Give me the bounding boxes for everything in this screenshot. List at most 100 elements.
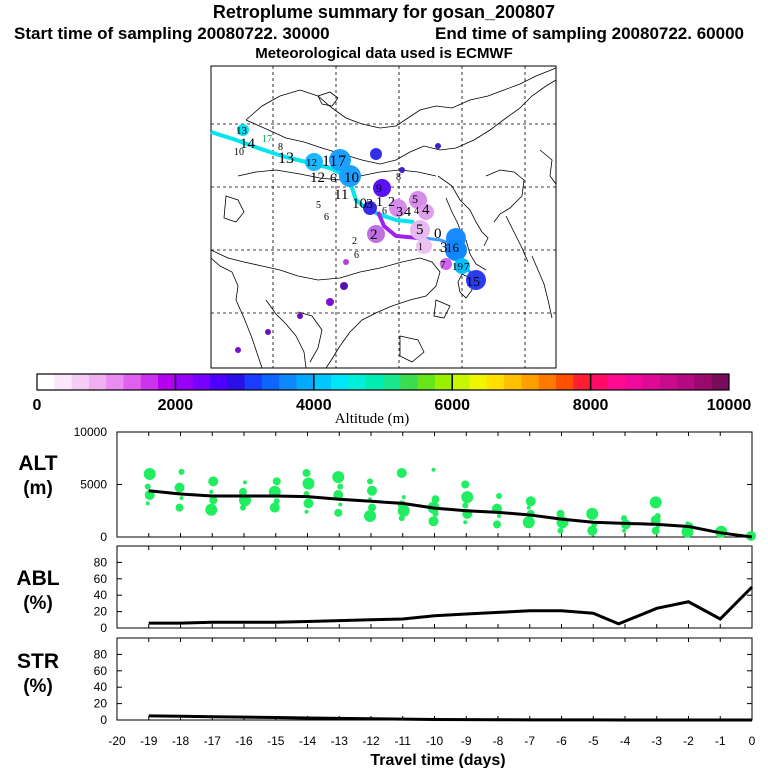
- x-tick-label: -16: [235, 734, 253, 748]
- altitude-scatter-point: [431, 467, 436, 472]
- x-tick-label: -15: [267, 734, 285, 748]
- altitude-scatter-point: [332, 471, 345, 484]
- altitude-scatter-point: [303, 498, 314, 509]
- panel-unit-label: (%): [23, 676, 53, 697]
- trajectory-label: 3: [440, 240, 448, 256]
- altitude-scatter-point: [178, 468, 185, 475]
- plume-cluster: [340, 282, 348, 290]
- plume-cluster: [363, 201, 377, 215]
- colorbar-cell: [417, 374, 436, 390]
- x-tick-label: -19: [140, 734, 158, 748]
- altitude-scatter-point: [209, 489, 214, 494]
- series-line-str: [148, 714, 752, 722]
- x-tick-label: -6: [556, 734, 567, 748]
- altitude-scatter-point: [174, 482, 185, 493]
- colorbar-cell: [54, 374, 72, 390]
- altitude-scatter-point: [179, 496, 184, 501]
- colorbar-cell: [573, 374, 591, 390]
- trajectory-label: 1: [418, 242, 423, 253]
- colorbar-cell: [642, 374, 661, 390]
- colorbar-cell: [261, 374, 280, 390]
- colorbar-tick-label: 6000: [434, 397, 470, 414]
- colorbar-cell: [227, 374, 245, 390]
- plume-cluster: [297, 313, 303, 319]
- colorbar-cell: [123, 374, 142, 390]
- trajectory-label: 7: [440, 259, 446, 271]
- map-gridlines: [211, 66, 556, 368]
- colorbar-cell: [521, 374, 540, 390]
- altitude-scatter-point: [143, 468, 156, 480]
- colorbar-cell: [677, 374, 695, 390]
- x-tick-label: -9: [461, 734, 472, 748]
- altitude-scatter-point: [621, 515, 627, 522]
- map-panel: 13 14 17 8 10 13 12 11 7 12 6 10 11 10 9…: [210, 65, 557, 369]
- colorbar: 0 2000 4000 6000 8000 10000 Altitude (m): [33, 373, 751, 427]
- trajectory-label: 17: [262, 134, 272, 145]
- altitude-scatter-point: [461, 480, 470, 489]
- colorbar-cell: [106, 374, 124, 390]
- colorbar-cell: [486, 374, 505, 390]
- altitude-scatter-point: [334, 508, 343, 517]
- trajectory-label: 8: [278, 142, 283, 153]
- x-tick-label: -5: [588, 734, 599, 748]
- trajectory-label: 3: [396, 205, 403, 220]
- altitude-scatter-point: [208, 476, 219, 487]
- timeseries-panels: 0 5000 10000 ALT (m) 0 20 40 60 80 ABL (%) 0 20 40 60 80…: [16, 425, 756, 748]
- y-tick-label: 20: [94, 697, 108, 711]
- plume-cluster: [454, 258, 470, 274]
- trajectory-label: 4: [404, 205, 411, 220]
- colorbar-cell: [556, 374, 574, 390]
- plume-cluster: [416, 238, 432, 254]
- colorbar-cell: [175, 374, 194, 390]
- colorbar-cell: [625, 374, 643, 390]
- colorbar-tick-label: 2000: [158, 397, 194, 414]
- trajectory-label: 4: [422, 202, 430, 218]
- colorbar-cell: [348, 374, 367, 390]
- plume-cluster: [339, 165, 361, 187]
- met-data-label: Meteorological data used is ECMWF: [255, 45, 513, 62]
- altitude-scatter-point: [622, 528, 626, 533]
- trajectory-label: 10: [344, 170, 359, 186]
- colorbar-cell: [590, 374, 609, 390]
- plume-cluster: [389, 199, 407, 217]
- trajectory-label: 7: [338, 153, 346, 170]
- trajectory-label: 9: [376, 181, 382, 195]
- colorbar-cell: [694, 374, 713, 390]
- trajectory-label: 1: [376, 195, 383, 210]
- altitude-scatter-point: [304, 509, 309, 514]
- x-tick-label: -1: [715, 734, 726, 748]
- y-tick-label: 60: [94, 572, 108, 586]
- y-tick-label: 0: [100, 530, 107, 544]
- x-tick-label: -14: [299, 734, 317, 748]
- plume-cluster: [409, 191, 427, 209]
- colorbar-tick-label: 8000: [573, 397, 609, 414]
- altitude-scatter-point: [428, 516, 439, 527]
- x-tick-label: -10: [426, 734, 444, 748]
- x-axis-label: Travel time (days): [370, 752, 505, 768]
- plume-cluster: [373, 179, 391, 197]
- colorbar-cell: [192, 374, 211, 390]
- colorbar-cell: [452, 374, 470, 390]
- altitude-scatter-point: [461, 491, 474, 504]
- plume-cluster: [326, 298, 334, 306]
- trajectory-label: 12: [306, 157, 317, 169]
- plume-clusters: [235, 124, 486, 353]
- trajectory-label: 10: [352, 196, 367, 212]
- colorbar-tick-label: 0: [33, 397, 42, 414]
- y-tick-label: 80: [94, 647, 108, 661]
- panel-alt: 0 5000 10000 ALT (m): [18, 425, 756, 544]
- altitude-scatter-point: [338, 502, 343, 507]
- trajectory-label: 15: [466, 275, 480, 290]
- x-axis-ticks: -20 -19 -18 -17 -16 -15 -14 -13 -12 -11 -10 -9 -8 -7-…: [108, 734, 755, 748]
- x-tick-label: -3: [651, 734, 662, 748]
- y-tick-label: 10000: [74, 425, 108, 439]
- altitude-scatter-point: [651, 526, 660, 535]
- plume-cluster: [329, 149, 351, 171]
- altitude-scatter-point: [685, 521, 690, 526]
- colorbar-cell: [504, 374, 522, 390]
- trajectory-label: 2: [352, 236, 357, 247]
- plume-cluster: [343, 259, 349, 265]
- x-tick-label: -12: [362, 734, 380, 748]
- altitude-scatter-point: [654, 513, 661, 519]
- altitude-scatter-point: [367, 478, 373, 485]
